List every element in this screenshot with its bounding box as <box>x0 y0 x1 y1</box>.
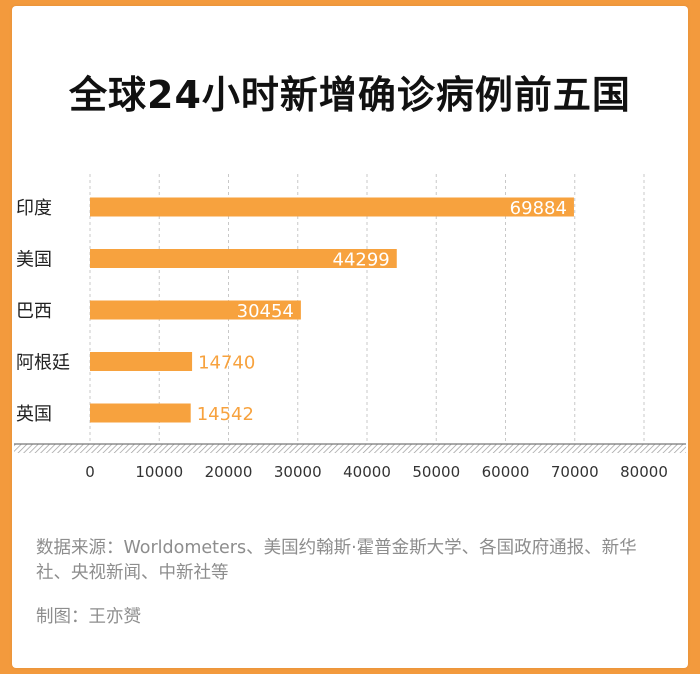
category-label: 美国 <box>16 250 52 271</box>
category-label: 阿根廷 <box>16 353 70 374</box>
credit-note: 制图：王亦赟 <box>36 607 141 627</box>
data-label: 69884 <box>510 198 567 219</box>
x-tick-label: 0 <box>85 463 95 481</box>
x-tick-label: 60000 <box>482 463 530 481</box>
category-label: 巴西 <box>16 301 52 322</box>
category-label: 英国 <box>16 404 52 425</box>
x-tick-label: 80000 <box>620 463 668 481</box>
chart-card: 全球24小时新增确诊病例前五国 0 10000 20000 30000 40000 500… <box>12 6 688 668</box>
x-tick-label: 40000 <box>343 463 391 481</box>
x-tick-label: 20000 <box>205 463 253 481</box>
bar <box>90 197 574 217</box>
data-label: 30454 <box>237 301 294 322</box>
x-tick-label: 30000 <box>274 463 322 481</box>
source-note: 数据来源：Worldometers、美国约翰斯·霍普金斯大学、各国政府通报、新华… <box>36 538 637 583</box>
chart-title: 全球24小时新增确诊病例前五国 <box>69 73 631 117</box>
bar <box>90 300 301 320</box>
category-label: 印度 <box>16 198 52 219</box>
x-tick-label: 50000 <box>412 463 460 481</box>
x-tick-label: 70000 <box>551 463 599 481</box>
bar <box>90 249 397 268</box>
bar-chart: 0 10000 20000 30000 40000 50000 60000 70000 8000… <box>14 174 686 481</box>
x-axis-band <box>14 444 686 453</box>
x-tick-label: 10000 <box>135 463 183 481</box>
bar <box>90 403 191 423</box>
data-label: 44299 <box>333 250 390 271</box>
bar <box>90 352 193 371</box>
data-label: 14542 <box>197 404 254 425</box>
data-label: 14740 <box>198 353 255 374</box>
